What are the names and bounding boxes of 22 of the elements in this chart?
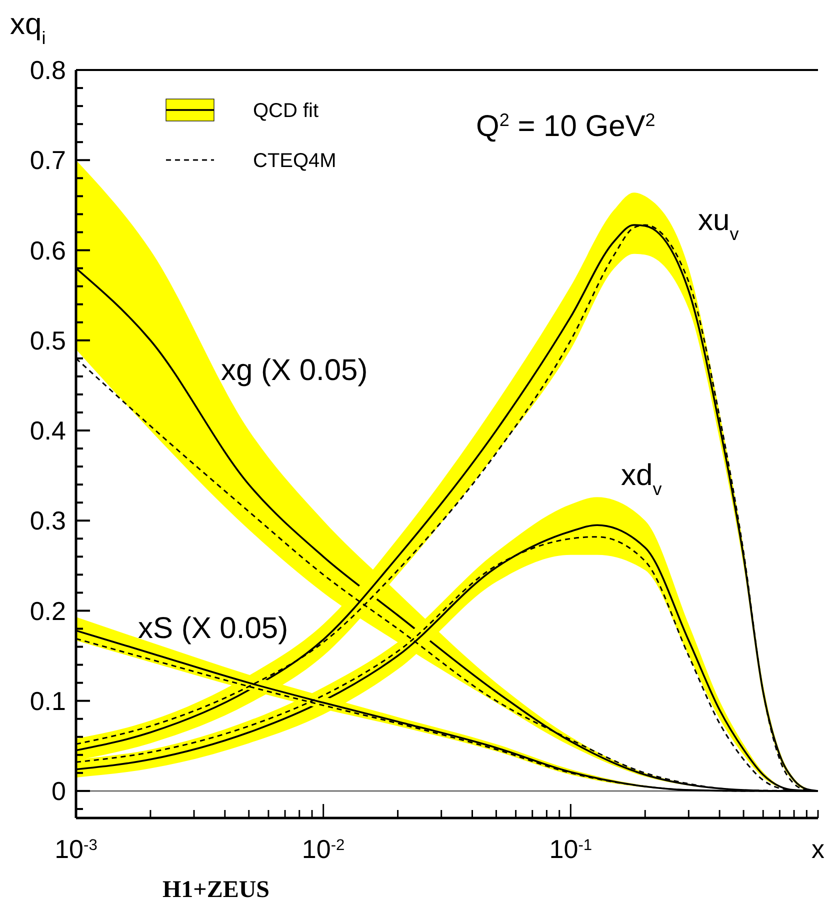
- y-tick-label: 0.7: [30, 145, 66, 176]
- legend-label: QCD fit: [253, 100, 319, 122]
- text: H1+ZEUS: [162, 877, 270, 903]
- x-tick-label: 10$^{-2}$: [302, 834, 345, 864]
- y-tick-label: 0.8: [30, 55, 66, 86]
- annotation: xS (X 0.05): [138, 612, 288, 645]
- annotation: xg (X 0.05): [221, 354, 368, 387]
- y-axis-title: xq$_{i}$: [10, 8, 46, 48]
- y-tick-label: 0.3: [30, 506, 66, 536]
- x-axis-title: x: [812, 834, 824, 864]
- y-tick-label: 0.6: [30, 235, 66, 266]
- y-tick-label: 0: [52, 776, 66, 806]
- y-tick-label: 0.1: [30, 686, 66, 716]
- y-tick-label: 0.2: [30, 596, 66, 626]
- y-tick-label: 0.4: [30, 416, 66, 446]
- y-tick-label: 0.5: [30, 325, 66, 356]
- x-tick-label: 10$^{-1}$: [549, 834, 592, 864]
- legend-label: CTEQ4M: [253, 150, 336, 172]
- x-tick-label: 10$^{-3}$: [54, 834, 98, 864]
- annotation: Q$^{2}$ = 10 GeV$^{2}$: [476, 110, 656, 143]
- annotation: xu$_{v}$: [698, 204, 739, 244]
- annotation: xd$_{v}$: [621, 459, 662, 499]
